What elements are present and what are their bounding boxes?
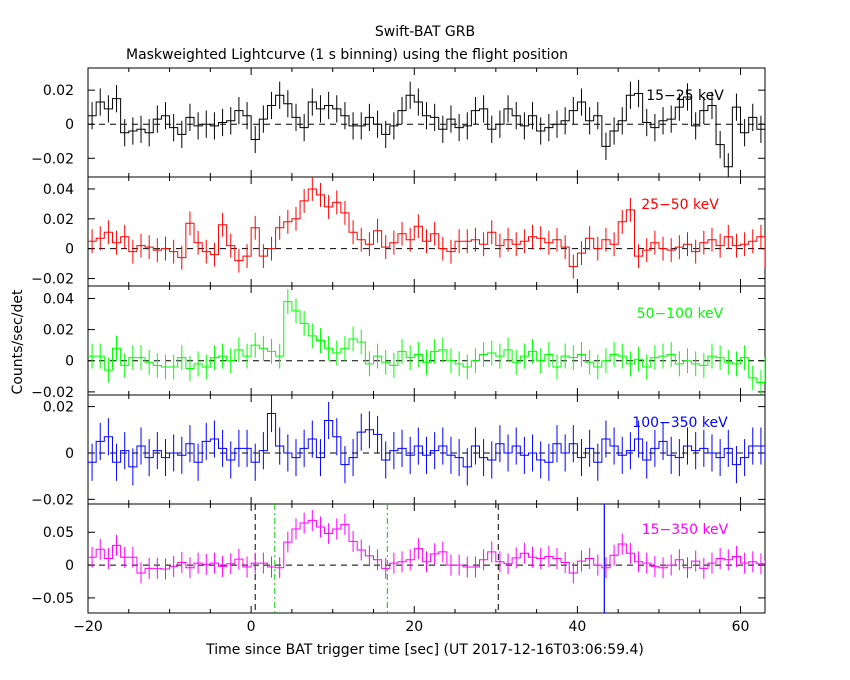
ytick-label: −0.02 — [31, 272, 74, 288]
panel-4: −0.02 0 0.02 100−350 keV — [31, 394, 766, 508]
band-label: 15−350 keV — [642, 522, 729, 538]
xtick-label: 20 — [405, 619, 423, 635]
ytick-label: 0.02 — [43, 212, 74, 228]
xtick-label: −20 — [73, 619, 103, 635]
panel-3: −0.02 0 0.02 0.04 50−100 keV — [31, 285, 766, 401]
series-group — [88, 395, 765, 486]
ytick-label: 0 — [65, 117, 74, 133]
x-axis-label: Time since BAT trigger time [sec] (UT 20… — [205, 642, 644, 658]
panel-5: −0.05 0 0.05 −20 0 20 40 60 15−350 keV — [31, 503, 766, 635]
xtick-label: 60 — [732, 619, 750, 635]
y-axis-label: Counts/sec/det — [10, 289, 26, 394]
series-step-line — [88, 519, 765, 574]
ytick-label: 0 — [65, 558, 74, 574]
band-label: 15−25 keV — [646, 88, 724, 104]
band-label: 50−100 keV — [637, 306, 724, 322]
figure-subtitle: Maskweighted Lightcurve (1 s binning) us… — [126, 47, 568, 63]
ytick-label: 0 — [65, 354, 74, 370]
xtick-label: 40 — [568, 619, 586, 635]
panel-2: −0.02 0 0.02 0.04 25−50 keV — [31, 176, 766, 288]
ytick-label: 0.02 — [43, 323, 74, 339]
ytick-label: −0.05 — [31, 591, 74, 607]
ytick-label: 0.04 — [43, 182, 74, 198]
ytick-label: 0 — [65, 446, 74, 462]
panel-frame — [87, 503, 766, 614]
ytick-label: 0.05 — [43, 525, 74, 541]
ytick-label: −0.02 — [31, 151, 74, 167]
ytick-label: −0.02 — [31, 492, 74, 508]
ytick-label: 0 — [65, 242, 74, 258]
band-label: 100−350 keV — [632, 415, 728, 431]
series-group — [88, 509, 765, 584]
panels-group: −0.02 0 0.02 15−25 keV −0.02 0 0.02 0.04 25−50 k… — [31, 67, 766, 635]
panel-1: −0.02 0 0.02 15−25 keV — [31, 67, 766, 178]
ytick-label: 0.04 — [43, 291, 74, 307]
series-step-line — [88, 93, 765, 168]
series-group — [88, 177, 765, 279]
band-label: 25−50 keV — [641, 197, 719, 213]
ytick-label: 0.02 — [43, 400, 74, 416]
series-group — [88, 289, 765, 395]
series-step-line — [88, 301, 765, 384]
figure-title: Swift-BAT GRB — [375, 24, 475, 40]
xtick-label: 0 — [247, 619, 256, 635]
ytick-label: −0.02 — [31, 385, 74, 401]
ytick-label: 0.02 — [43, 83, 74, 99]
series-group — [88, 79, 765, 177]
series-step-line — [88, 188, 765, 268]
